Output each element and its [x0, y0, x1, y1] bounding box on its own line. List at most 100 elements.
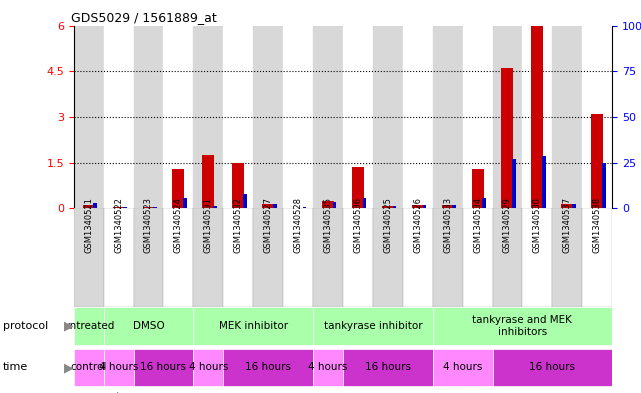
Bar: [232, 163, 244, 208]
Bar: [343, 208, 373, 307]
Bar: [343, 26, 373, 208]
Text: count: count: [90, 392, 121, 393]
Text: time: time: [3, 362, 28, 373]
Bar: [74, 26, 104, 208]
Bar: [74, 307, 104, 345]
Text: ▶: ▶: [64, 320, 74, 333]
Bar: [104, 307, 194, 345]
Bar: [373, 26, 403, 208]
Bar: [113, 207, 124, 208]
Text: GSM1340533: GSM1340533: [443, 196, 452, 252]
Bar: [213, 206, 217, 208]
Bar: [572, 204, 576, 208]
Bar: [412, 205, 424, 208]
Text: GSM1340524: GSM1340524: [174, 196, 183, 252]
Bar: [591, 114, 603, 208]
Text: GDS5029 / 1561889_at: GDS5029 / 1561889_at: [71, 11, 217, 24]
Bar: [582, 208, 612, 307]
Bar: [501, 68, 513, 208]
Bar: [194, 26, 223, 208]
Text: control: control: [71, 362, 107, 373]
Bar: [262, 204, 274, 208]
Bar: [133, 26, 163, 208]
Bar: [492, 208, 522, 307]
Text: 16 hours: 16 hours: [365, 362, 411, 373]
Bar: [243, 194, 247, 208]
Bar: [253, 208, 283, 307]
Text: tankyrase inhibitor: tankyrase inhibitor: [324, 321, 422, 331]
Bar: [203, 155, 214, 208]
Bar: [562, 204, 573, 208]
Text: GSM1340538: GSM1340538: [593, 196, 602, 252]
Bar: [363, 198, 366, 208]
Text: GSM1340521: GSM1340521: [84, 196, 93, 252]
Text: GSM1340525: GSM1340525: [383, 196, 392, 252]
Bar: [433, 349, 492, 386]
Bar: [392, 206, 396, 208]
Bar: [104, 26, 133, 208]
Text: protocol: protocol: [3, 321, 49, 331]
Bar: [104, 208, 133, 307]
Bar: [422, 205, 426, 208]
Bar: [433, 307, 612, 345]
Text: 16 hours: 16 hours: [245, 362, 291, 373]
Bar: [531, 26, 544, 208]
Bar: [94, 203, 97, 208]
Bar: [194, 307, 313, 345]
Bar: [223, 208, 253, 307]
Bar: [313, 26, 343, 208]
Bar: [153, 207, 157, 208]
Bar: [333, 202, 337, 208]
Text: GSM1340532: GSM1340532: [234, 196, 243, 252]
Bar: [403, 26, 433, 208]
Text: GSM1340527: GSM1340527: [263, 196, 272, 252]
Bar: [313, 307, 433, 345]
Bar: [512, 159, 516, 208]
Text: GSM1340529: GSM1340529: [503, 196, 512, 252]
Bar: [104, 349, 133, 386]
Text: GSM1340537: GSM1340537: [563, 196, 572, 252]
Text: ▶: ▶: [64, 361, 74, 374]
Text: MEK inhibitor: MEK inhibitor: [219, 321, 288, 331]
Bar: [223, 26, 253, 208]
Bar: [123, 207, 127, 208]
Text: ■: ■: [77, 390, 88, 393]
Bar: [183, 198, 187, 208]
Bar: [273, 204, 276, 208]
Bar: [223, 349, 313, 386]
Bar: [83, 205, 95, 208]
Bar: [74, 349, 104, 386]
Text: DMSO: DMSO: [133, 321, 164, 331]
Bar: [142, 207, 154, 208]
Text: 4 hours: 4 hours: [188, 362, 228, 373]
Text: GSM1340534: GSM1340534: [473, 196, 482, 252]
Bar: [492, 349, 612, 386]
Bar: [542, 156, 545, 208]
Text: tankyrase and MEK
inhibitors: tankyrase and MEK inhibitors: [472, 316, 572, 337]
Text: GSM1340523: GSM1340523: [144, 196, 153, 252]
Bar: [453, 205, 456, 208]
Bar: [553, 208, 582, 307]
Bar: [403, 208, 433, 307]
Text: untreated: untreated: [63, 321, 114, 331]
Bar: [463, 26, 492, 208]
Bar: [313, 349, 343, 386]
Bar: [482, 198, 486, 208]
Bar: [74, 208, 104, 307]
Bar: [133, 349, 194, 386]
Bar: [472, 169, 483, 208]
Text: 4 hours: 4 hours: [443, 362, 482, 373]
Bar: [133, 208, 163, 307]
Bar: [313, 208, 343, 307]
Bar: [253, 26, 283, 208]
Text: 4 hours: 4 hours: [308, 362, 347, 373]
Bar: [283, 208, 313, 307]
Bar: [352, 167, 364, 208]
Bar: [582, 26, 612, 208]
Bar: [172, 169, 185, 208]
Text: GSM1340535: GSM1340535: [324, 196, 333, 252]
Text: GSM1340530: GSM1340530: [533, 196, 542, 252]
Bar: [522, 208, 553, 307]
Bar: [373, 208, 403, 307]
Text: 4 hours: 4 hours: [99, 362, 138, 373]
